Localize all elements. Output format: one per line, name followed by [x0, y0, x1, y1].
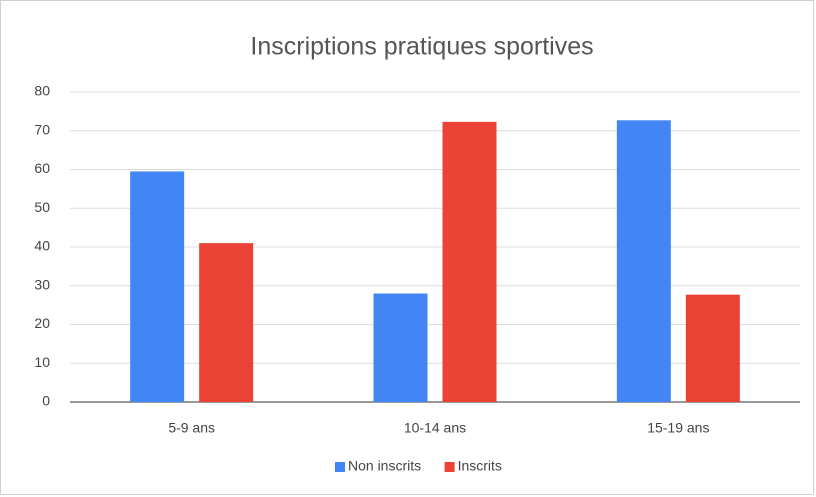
legend-label: Inscrits: [458, 458, 502, 474]
y-tick-label: 10: [34, 354, 50, 370]
y-tick-label: 50: [34, 199, 50, 215]
bar: [130, 171, 185, 402]
y-tick-label: 40: [34, 238, 50, 254]
x-tick-label: 15-19 ans: [647, 420, 709, 436]
bar: [373, 293, 428, 402]
y-tick-label: 20: [34, 315, 50, 331]
bar: [199, 243, 254, 402]
x-tick-label: 5-9 ans: [168, 420, 215, 436]
bar: [442, 121, 497, 403]
x-tick-label: 10-14 ans: [404, 420, 466, 436]
y-tick-label: 60: [34, 160, 50, 176]
bar: [616, 120, 671, 402]
y-tick-label: 0: [42, 393, 50, 409]
bar: [685, 294, 740, 402]
y-tick-label: 30: [34, 276, 50, 292]
chart-title: Inscriptions pratiques sportives: [250, 33, 593, 61]
y-tick-label: 70: [34, 121, 50, 137]
y-tick-label: 80: [34, 83, 50, 99]
legend-swatch: [444, 462, 455, 472]
legend-label: Non inscrits: [348, 458, 421, 474]
legend-swatch: [335, 462, 345, 472]
